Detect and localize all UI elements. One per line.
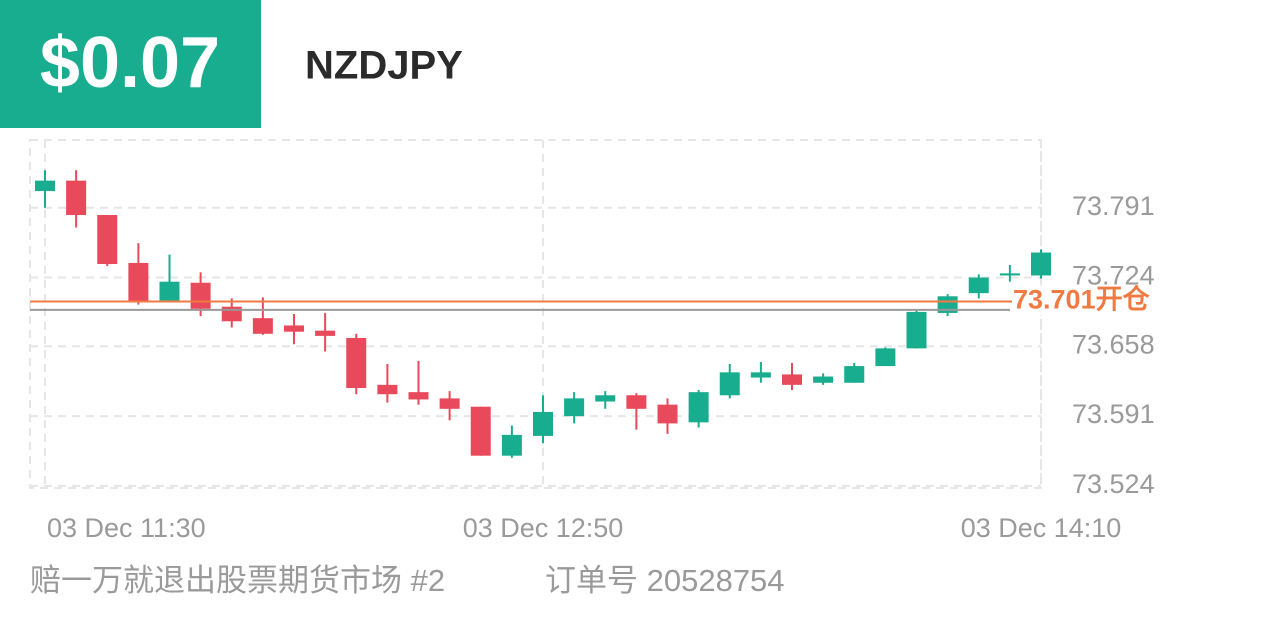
candle-body (408, 392, 429, 400)
candle-body (128, 262, 149, 302)
candle-body (35, 180, 55, 192)
y-tick-label: 73.791 (1072, 191, 1155, 221)
profit: $0.07 (40, 23, 220, 103)
candle-body (782, 374, 802, 385)
candle-body (875, 348, 896, 367)
order-number: 订单号 20528754 (545, 563, 785, 598)
candle-body (719, 372, 740, 396)
symbol: NZDJPY (305, 44, 463, 88)
entry-label: 73.701开仓 (1013, 285, 1151, 315)
candle-body (968, 277, 989, 294)
candle-body (906, 311, 927, 349)
entry-label-bg (1012, 285, 1166, 316)
x-tick-label: 03 Dec 11:30 (47, 513, 206, 543)
candle-body (595, 395, 616, 402)
candle-body (66, 180, 87, 216)
x-tick-label: 03 Dec 14:10 (961, 513, 1122, 543)
candle-body (377, 384, 398, 395)
candle-body (626, 395, 647, 409)
candle-body (813, 376, 834, 383)
candle-body (999, 273, 1020, 276)
candle-body (501, 434, 522, 456)
profit-box (0, 0, 261, 128)
candle-body (657, 404, 678, 424)
candle-body (688, 392, 709, 423)
candle-body (159, 281, 180, 301)
candle-body (97, 215, 118, 264)
y-tick-label: 73.591 (1072, 399, 1155, 429)
candle-body (564, 398, 585, 417)
candle-body (533, 411, 553, 436)
candle-body (937, 296, 958, 313)
y-tick-label: 73.658 (1072, 329, 1155, 359)
candle-body (470, 406, 491, 456)
account: 赔一万就退出股票期货市场 #2 (30, 563, 445, 598)
y-tick-label: 73.524 (1072, 469, 1155, 499)
candle-body (190, 282, 211, 309)
candle-body (439, 398, 460, 409)
candle-body (844, 366, 865, 383)
candle-body (1031, 252, 1051, 276)
candle-body (284, 325, 304, 332)
candle-body (750, 372, 771, 378)
candle-body (346, 337, 367, 388)
x-tick-label: 03 Dec 12:50 (463, 513, 624, 543)
candle-body (252, 318, 273, 334)
candle-body (315, 330, 336, 336)
plot-border (29, 139, 1042, 489)
